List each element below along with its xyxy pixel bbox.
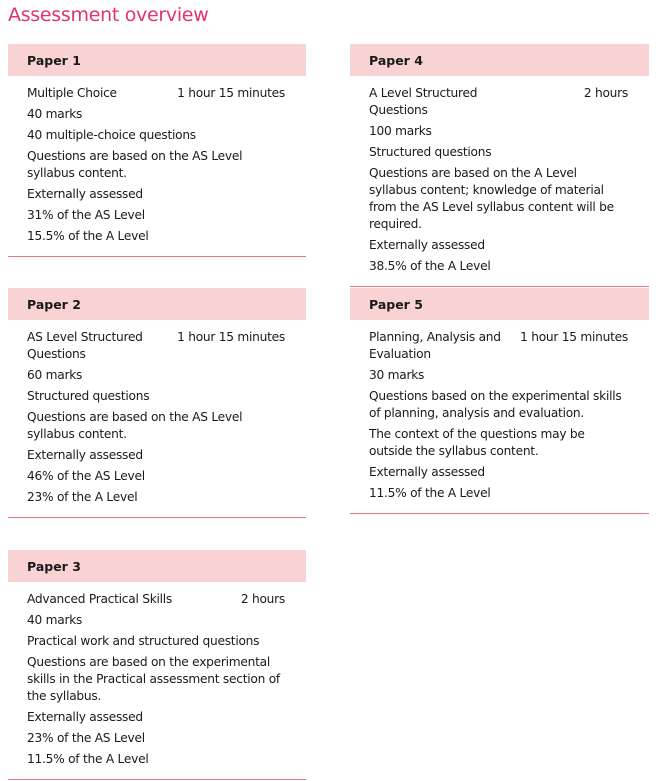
paper-detail: 11.5% of the A Level (27, 752, 149, 766)
paper-header: Paper 5 (350, 288, 649, 320)
paper-detail: Externally assessed (369, 238, 485, 252)
paper-detail: 31% of the AS Level (27, 208, 145, 222)
paper-detail: 30 marks (369, 368, 425, 382)
paper-type: Planning, Analysis and Evaluation (369, 330, 501, 361)
paper-detail: 60 marks (27, 368, 83, 382)
paper-detail: 40 multiple-choice questions (27, 128, 196, 142)
paper-detail: 100 marks (369, 124, 432, 138)
paper-type-row: Multiple Choice 1 hour 15 minutes (27, 85, 285, 102)
paper-detail: Externally assessed (369, 465, 485, 479)
paper-duration: 1 hour 15 minutes (520, 330, 628, 344)
paper-detail: 40 marks (27, 107, 83, 121)
paper-detail: Externally assessed (27, 710, 143, 724)
paper-detail: 23% of the A Level (27, 490, 138, 504)
paper-duration: 1 hour 15 minutes (177, 86, 285, 100)
paper-detail: 40 marks (27, 613, 83, 627)
paper-type-row: Advanced Practical Skills 2 hours (27, 591, 285, 608)
paper-detail: Externally assessed (27, 187, 143, 201)
paper-detail: Questions based on the experimental skil… (369, 389, 622, 420)
paper-detail: Externally assessed (27, 448, 143, 462)
paper-detail: 23% of the AS Level (27, 731, 145, 745)
paper-detail: The context of the questions may be outs… (369, 427, 585, 458)
paper-detail: 46% of the AS Level (27, 469, 145, 483)
paper-detail: Questions are based on the AS Level syll… (27, 410, 243, 441)
paper-detail: Questions are based on the A Level sylla… (369, 166, 614, 231)
paper-header: Paper 3 (8, 550, 306, 582)
paper-detail: Questions are based on the AS Level syll… (27, 149, 243, 180)
paper-detail: Structured questions (27, 389, 150, 403)
paper-details: Multiple Choice 1 hour 15 minutes 40 mar… (8, 76, 306, 245)
paper-type-row: A Level Structured Questions 2 hours (369, 85, 628, 119)
paper-header: Paper 1 (8, 44, 306, 76)
paper-type: Multiple Choice (27, 86, 117, 100)
paper-details: A Level Structured Questions 2 hours 100… (350, 76, 649, 275)
paper-card: Paper 4 A Level Structured Questions 2 h… (350, 44, 649, 287)
paper-details: Advanced Practical Skills 2 hours 40 mar… (8, 582, 306, 768)
paper-card: Paper 5 Planning, Analysis and Evaluatio… (350, 288, 649, 514)
paper-card: Paper 3 Advanced Practical Skills 2 hour… (8, 550, 306, 780)
paper-card: Paper 2 AS Level Structured Questions 1 … (8, 288, 306, 518)
paper-detail: 11.5% of the A Level (369, 486, 491, 500)
paper-type: A Level Structured Questions (369, 86, 478, 117)
paper-type-row: AS Level Structured Questions 1 hour 15 … (27, 329, 285, 363)
paper-duration: 2 hours (583, 86, 628, 100)
paper-detail: Questions are based on the experimental … (27, 655, 280, 703)
paper-type: Advanced Practical Skills (27, 592, 173, 606)
paper-detail: 38.5% of the A Level (369, 259, 491, 273)
paper-duration: 1 hour 15 minutes (177, 330, 285, 344)
paper-type-row: Planning, Analysis and Evaluation 1 hour… (369, 329, 628, 363)
paper-duration: 2 hours (240, 592, 285, 606)
paper-type: AS Level Structured Questions (27, 330, 143, 361)
paper-detail: Practical work and structured questions (27, 634, 260, 648)
paper-details: Planning, Analysis and Evaluation 1 hour… (350, 320, 649, 502)
paper-detail: Structured questions (369, 145, 492, 159)
page-title: Assessment overview (8, 4, 209, 26)
paper-details: AS Level Structured Questions 1 hour 15 … (8, 320, 306, 506)
paper-detail: 15.5% of the A Level (27, 229, 149, 243)
paper-card: Paper 1 Multiple Choice 1 hour 15 minute… (8, 44, 306, 257)
paper-header: Paper 4 (350, 44, 649, 76)
paper-header: Paper 2 (8, 288, 306, 320)
